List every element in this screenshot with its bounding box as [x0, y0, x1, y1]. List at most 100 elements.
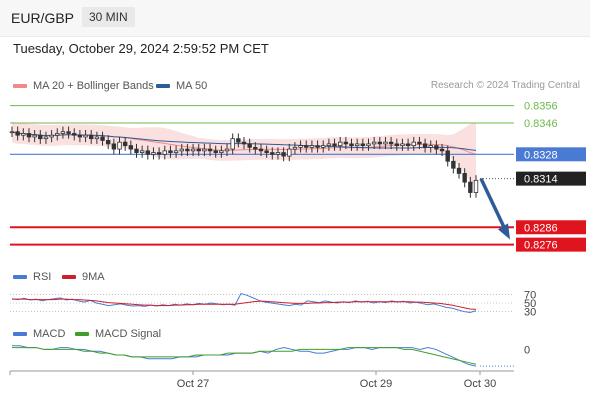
rsi-ma-line — [12, 298, 477, 310]
forecast-arrow-head — [498, 223, 510, 240]
candle-body — [473, 179, 479, 193]
candle-body — [179, 148, 184, 152]
candle-body — [15, 131, 20, 136]
candle-body — [134, 148, 139, 153]
candle-body — [270, 152, 275, 155]
candle-body — [287, 148, 292, 157]
rsi-tick-label: 50 — [524, 298, 536, 310]
legend-ma20: MA 20 + Bollinger Bands — [13, 80, 154, 92]
candle-body — [66, 131, 71, 134]
current-price-label-box — [516, 171, 586, 186]
time-tick-label: Oct 30 — [464, 378, 496, 390]
forecast-arrow-shaft — [479, 177, 508, 233]
candle-body — [213, 150, 218, 153]
candle-body — [83, 134, 88, 138]
candle-body — [428, 145, 433, 148]
candle-body — [230, 138, 235, 150]
candle-body — [456, 167, 462, 174]
candle-body — [360, 143, 366, 147]
candle-body — [185, 148, 190, 152]
time-tick-label: Oct 27 — [177, 378, 209, 390]
candle-body — [145, 150, 151, 155]
candle-body — [304, 145, 309, 148]
candle-body — [451, 160, 456, 169]
candle-body — [38, 134, 43, 140]
candle-body — [32, 134, 37, 138]
bollinger-band — [12, 121, 476, 186]
candle-body — [43, 136, 49, 140]
legend-macd-signal: MACD Signal — [75, 328, 161, 340]
legend-macd-label: MACD — [33, 328, 66, 340]
candle-body — [326, 143, 332, 147]
chart-header: EUR/GBP 30 MIN — [0, 0, 590, 37]
candle-body — [55, 133, 60, 136]
candle-body — [468, 181, 473, 193]
pivot-label: 0.8328 — [524, 149, 558, 161]
macd-tick-label: 0 — [524, 344, 530, 356]
candle-body — [241, 141, 247, 145]
candle-body — [281, 152, 286, 157]
candle-body — [202, 148, 207, 152]
candle-body — [332, 143, 337, 147]
time-tick-label: Oct 29 — [360, 378, 392, 390]
candle-body — [309, 145, 315, 148]
legend-rsi-label: RSI — [33, 271, 52, 283]
candle-body — [89, 134, 94, 140]
timeframe-badge[interactable]: 30 MIN — [82, 7, 135, 27]
macd-signal-line — [12, 347, 477, 365]
support-2-label: 0.8276 — [524, 240, 558, 252]
candle-body — [173, 150, 179, 153]
pair-title: EUR/GBP — [11, 10, 75, 26]
current-price-label: 0.8314 — [524, 174, 558, 186]
candle-body — [366, 143, 371, 147]
candle-body — [247, 143, 252, 148]
candle-body — [337, 141, 343, 147]
candle-body — [9, 131, 15, 134]
candle-body — [105, 140, 111, 145]
candle-body — [405, 143, 411, 147]
candle-body — [349, 143, 354, 147]
candle-body — [394, 143, 399, 147]
candle-body — [224, 148, 230, 152]
candle-body — [196, 148, 201, 152]
legend-macd: MACD — [13, 328, 65, 340]
candle-body — [298, 145, 303, 148]
candle-body — [411, 141, 416, 147]
candle-body — [371, 141, 377, 145]
candle-body — [111, 143, 117, 150]
candle-body — [445, 150, 450, 162]
candle-body — [315, 145, 320, 148]
candle-body — [343, 141, 349, 145]
legend-rsi-swatch — [13, 275, 27, 279]
rsi-tick-label: 70 — [524, 289, 536, 301]
candle-body — [383, 141, 388, 145]
candle-body — [49, 134, 54, 138]
candle-body — [434, 145, 439, 150]
candle-body — [236, 138, 241, 143]
pivot-label-box — [516, 147, 586, 162]
candle-body — [26, 133, 32, 138]
legend-ma50: MA 50 — [156, 80, 207, 92]
candle-body — [162, 150, 167, 155]
candle-body — [94, 136, 100, 140]
candle-body — [151, 152, 156, 155]
candle-body — [219, 150, 224, 153]
candle-body — [354, 143, 360, 147]
candle-body — [275, 152, 281, 155]
candle-body — [77, 134, 83, 138]
legend-ma50-swatch — [156, 84, 170, 88]
legend-rsi-ma-label: 9MA — [82, 271, 105, 283]
resistance-2-label: 0.8356 — [524, 101, 558, 113]
candle-body — [156, 152, 162, 155]
candle-body — [264, 150, 269, 153]
legend-rsi-ma: 9MA — [62, 271, 105, 283]
candle-body — [122, 141, 128, 147]
candle-body — [190, 148, 196, 152]
candle-body — [117, 141, 122, 150]
legend-rsi-ma-swatch — [62, 275, 76, 279]
candle-body — [21, 133, 26, 136]
candle-body — [422, 143, 428, 148]
macd-line — [12, 345, 477, 367]
datetime-label: Tuesday, October 29, 2024 2:59:52 PM CET — [13, 41, 269, 56]
